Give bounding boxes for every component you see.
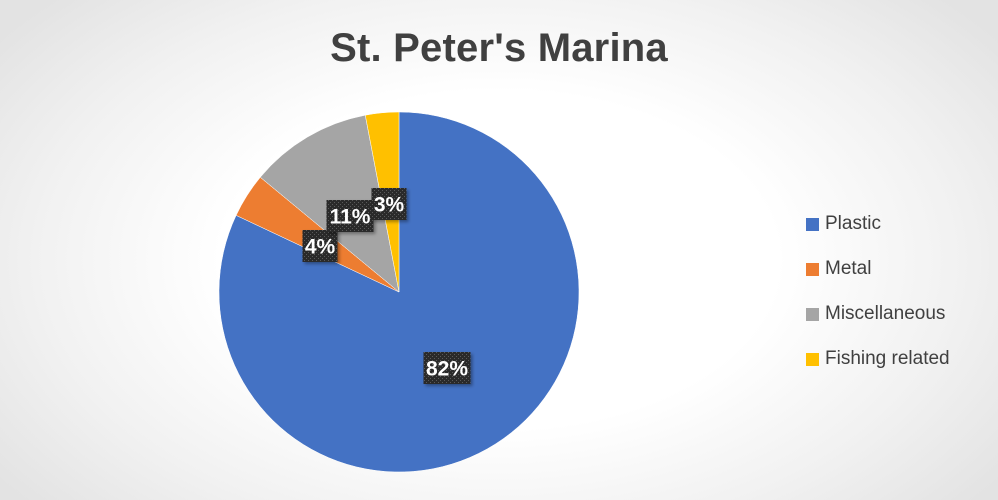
data-label-box bbox=[371, 188, 407, 220]
legend-swatch bbox=[806, 262, 819, 276]
pie-slice-plastic bbox=[218, 111, 580, 473]
data-label-fishing-related: 3% bbox=[371, 188, 407, 220]
legend-item-miscellaneous: Miscellaneous bbox=[806, 302, 945, 326]
legend-swatch bbox=[806, 352, 819, 366]
data-label-box bbox=[302, 230, 338, 262]
data-label-text: 11% bbox=[330, 206, 371, 229]
data-label-text: 82% bbox=[426, 358, 468, 381]
data-label-miscellaneous: 11% bbox=[326, 200, 374, 232]
data-label-box bbox=[423, 352, 471, 384]
legend-item-fishing-related: Fishing related bbox=[806, 347, 950, 371]
data-label-plastic: 82% bbox=[423, 352, 471, 384]
legend-swatch bbox=[806, 217, 819, 231]
data-label-text: 3% bbox=[374, 194, 405, 217]
pie-slices bbox=[218, 111, 580, 473]
legend-item-plastic: Plastic bbox=[806, 212, 881, 236]
legend-swatch bbox=[806, 307, 819, 321]
legend-label: Fishing related bbox=[825, 348, 950, 369]
legend-label: Miscellaneous bbox=[825, 303, 946, 324]
pie-data-labels: 82% 4% 11%3% bbox=[302, 188, 471, 384]
legend-label: Metal bbox=[825, 258, 872, 279]
legend-label: Plastic bbox=[825, 213, 881, 234]
legend-item-metal: Metal bbox=[806, 257, 871, 281]
data-label-text: 4% bbox=[305, 236, 336, 259]
data-label-box bbox=[326, 200, 374, 232]
chart-title: St. Peter's Marina bbox=[330, 26, 668, 70]
data-label-metal: 4% bbox=[302, 230, 338, 262]
